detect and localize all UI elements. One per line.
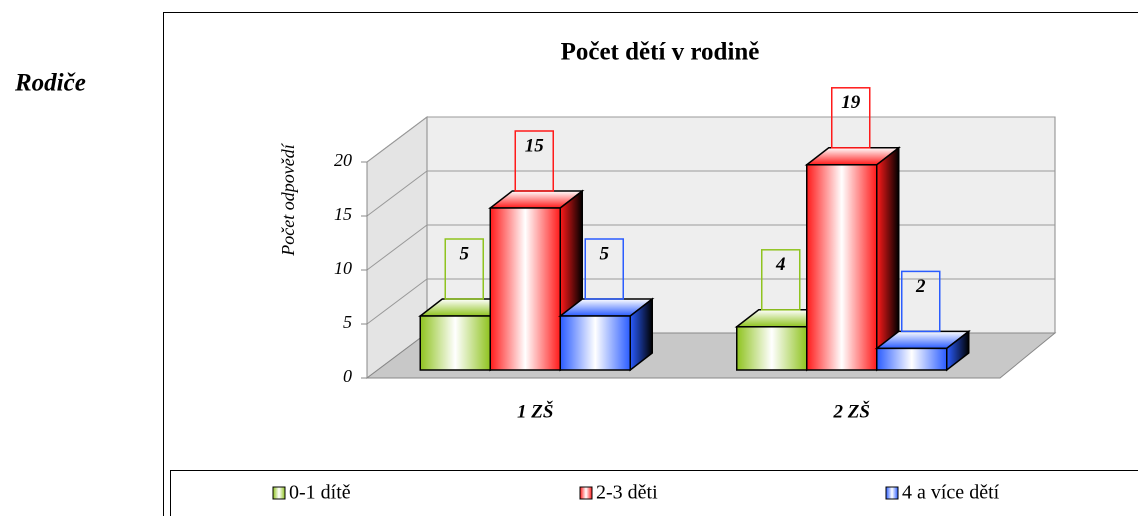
legend-label: 0-1 dítě [289, 482, 351, 504]
legend-swatch [579, 486, 593, 500]
legend-label: 2-3 děti [596, 482, 658, 504]
legend-swatch [272, 486, 286, 500]
chart-title: Počet dětí v rodině [561, 39, 760, 66]
bar [736, 326, 808, 371]
legend-swatch [885, 486, 899, 500]
data-label: 5 [460, 243, 470, 264]
data-label: 5 [600, 243, 610, 264]
data-label-box [514, 130, 554, 192]
y-tick-label: 10 [334, 258, 352, 278]
y-axis-title: Počet odpovědí [278, 142, 298, 256]
bar [419, 315, 491, 371]
legend-label: 4 a více dětí [902, 482, 1000, 504]
data-label-box [901, 270, 941, 333]
data-label-box [761, 249, 801, 311]
data-label: 19 [841, 92, 861, 113]
bar [559, 315, 631, 371]
y-tick-label: 0 [343, 366, 352, 386]
data-label: 15 [525, 135, 545, 156]
data-label-box [584, 238, 624, 300]
heading: Rodiče [14, 70, 86, 97]
bar [806, 164, 878, 371]
data-label-box [831, 87, 871, 149]
y-tick-label: 15 [334, 204, 352, 224]
bar [876, 347, 948, 371]
grid-line [366, 116, 1055, 163]
data-label: 4 [775, 254, 786, 275]
data-label-box [444, 238, 484, 300]
x-tick-label: 1 ZŠ [517, 400, 554, 422]
y-tick-label: 5 [343, 312, 352, 332]
x-tick-label: 2 ZŠ [833, 400, 871, 422]
chart-frame [163, 12, 1138, 516]
data-label: 2 [915, 276, 926, 297]
bar [489, 207, 561, 371]
y-tick-label: 20 [334, 150, 352, 170]
